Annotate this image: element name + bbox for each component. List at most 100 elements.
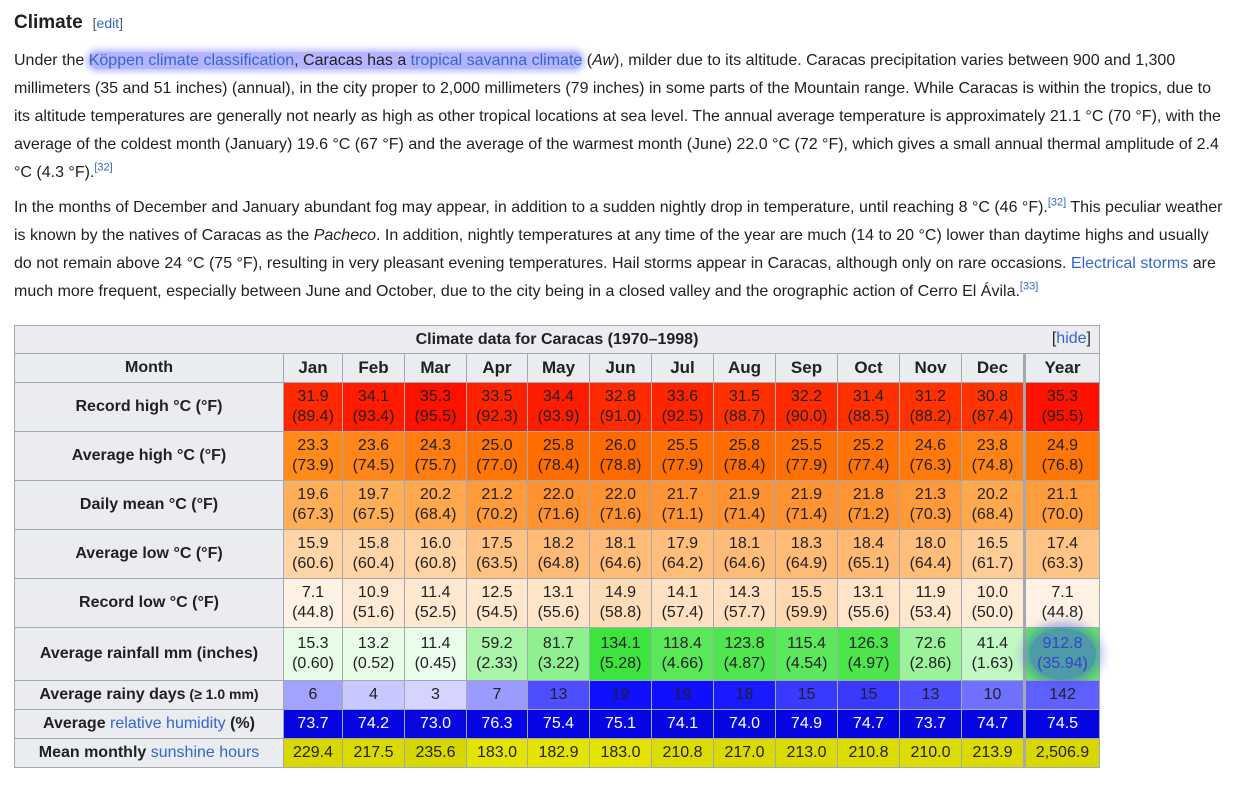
data-cell: 13.1 (55.6) [837,578,900,628]
data-cell: 4 [342,680,405,710]
data-cell: 118.4 (4.66) [651,627,714,681]
data-cell: 18.3 (64.9) [775,529,838,579]
data-cell: 22.0 (71.6) [527,480,590,530]
data-cell: 75.1 [589,709,652,739]
data-cell: 210.8 [651,738,714,768]
climate-section: Climate [edit] Under the Köppen climate c… [14,10,1251,768]
data-cell: 31.5 (88.7) [713,382,776,432]
month-header-oct: Oct [837,353,900,383]
data-cell: 14.9 (58.8) [589,578,652,628]
data-cell: 18.2 (64.8) [527,529,590,579]
koppen-link[interactable]: Köppen climate classification [88,52,295,69]
row-label: Average low °C (°F) [14,529,284,579]
data-cell: 912.8 (35.94) [1023,627,1100,681]
data-cell: 23.8 (74.8) [961,431,1025,481]
data-cell: 22.0 (71.6) [589,480,652,530]
data-cell: 76.3 [466,709,528,739]
sunshine-hours-link[interactable]: sunshine hours [150,744,260,761]
edit-link[interactable]: edit [96,15,120,31]
data-cell: 59.2 (2.33) [466,627,528,681]
data-cell: 73.7 [283,709,343,739]
data-cell: 73.0 [404,709,467,739]
data-cell: 16.5 (61.7) [961,529,1025,579]
data-cell: 25.8 (78.4) [527,431,590,481]
data-cell: 17.4 (63.3) [1023,529,1100,579]
data-cell: 183.0 [466,738,528,768]
data-cell: 20.2 (68.4) [404,480,467,530]
data-cell: 31.9 (89.4) [283,382,343,432]
data-cell: 11.9 (53.4) [899,578,962,628]
row-label: Average relative humidity (%) [14,709,284,739]
data-cell: 31.2 (88.2) [899,382,962,432]
month-header: Month [14,353,284,383]
data-cell: 24.6 (76.3) [899,431,962,481]
data-cell: 33.6 (92.5) [651,382,714,432]
data-cell: 21.9 (71.4) [713,480,776,530]
data-cell: 74.2 [342,709,405,739]
data-cell: 15.9 (60.6) [283,529,343,579]
data-cell: 15.3 (0.60) [283,627,343,681]
hide-link[interactable]: hide [1056,330,1087,347]
data-cell: 210.0 [899,738,962,768]
data-cell: 217.0 [713,738,776,768]
section-heading: Climate [edit] [14,10,1251,36]
data-cell: 33.5 (92.3) [466,382,528,432]
row-label: Average high °C (°F) [14,431,284,481]
paragraph-climate-intro: Under the Köppen climate classification,… [14,52,1221,181]
month-header-jun: Jun [589,353,652,383]
month-header-year: Year [1023,353,1100,383]
table-row: Average low °C (°F) 15.9 (60.6) 15.8 (60.4) 1… [14,529,1100,579]
row-label: Average rainy days (≥ 1.0 mm) [14,680,284,710]
section-title: Climate [14,12,83,33]
reference-32-link[interactable]: [32] [94,161,113,174]
data-cell: 25.5 (77.9) [775,431,838,481]
edit-section: [edit] [92,15,123,31]
data-cell: 21.2 (70.2) [466,480,528,530]
tropical-savanna-link[interactable]: tropical savanna climate [410,52,583,69]
reference-32b-link[interactable]: [32] [1047,196,1067,209]
data-cell: 7.1 (44.8) [1023,578,1100,628]
data-cell: 13.1 (55.6) [527,578,590,628]
electrical-storms-link[interactable]: Electrical storms [1070,255,1189,272]
data-cell: 13.2 (0.52) [342,627,405,681]
paragraph-fog: In the months of December and January ab… [14,196,1223,300]
data-cell: 13 [527,680,590,710]
month-header-sep: Sep [775,353,838,383]
data-cell: 20.2 (68.4) [961,480,1025,530]
reference-33-link[interactable]: [33] [1019,280,1039,293]
data-cell: 17.5 (63.5) [466,529,528,579]
data-cell: 6 [283,680,343,710]
data-cell: 25.5 (77.9) [651,431,714,481]
table-row: Record low °C (°F) 7.1 (44.8) 10.9 (51.6) 11.… [14,578,1100,628]
data-cell: 26.0 (78.8) [589,431,652,481]
table-row: Average rainy days (≥ 1.0 mm) 6 4 3 7 13 19 19 1… [14,680,1100,710]
data-cell: 11.4 (52.5) [404,578,467,628]
relative-humidity-link[interactable]: relative humidity [110,715,226,732]
data-cell: 74.5 [1023,709,1100,739]
data-cell: 3 [404,680,467,710]
data-cell: 24.3 (75.7) [404,431,467,481]
data-cell: 18.0 (64.4) [899,529,962,579]
data-cell: 115.4 (4.54) [775,627,838,681]
data-cell: 17.9 (64.2) [651,529,714,579]
data-cell: 15.5 (59.9) [775,578,838,628]
month-header-apr: Apr [466,353,528,383]
data-cell: 21.9 (71.4) [775,480,838,530]
data-cell: 10.9 (51.6) [342,578,405,628]
data-cell: 30.8 (87.4) [961,382,1025,432]
row-label: Mean monthly sunshine hours [14,738,284,768]
month-header-aug: Aug [713,353,776,383]
data-cell: 235.6 [404,738,467,768]
data-cell: 7 [466,680,528,710]
data-cell: 25.8 (78.4) [713,431,776,481]
data-cell: 23.3 (73.9) [283,431,343,481]
month-header-may: May [527,353,590,383]
data-cell: 18.1 (64.6) [589,529,652,579]
data-cell: 41.4 (1.63) [961,627,1025,681]
data-cell: 73.7 [899,709,962,739]
table-row: Daily mean °C (°F) 19.6 (67.3) 19.7 (67.5) 20… [14,480,1100,530]
data-cell: 10.0 (50.0) [961,578,1025,628]
data-cell: 21.1 (70.0) [1023,480,1100,530]
month-header-mar: Mar [404,353,467,383]
data-cell: 14.1 (57.4) [651,578,714,628]
